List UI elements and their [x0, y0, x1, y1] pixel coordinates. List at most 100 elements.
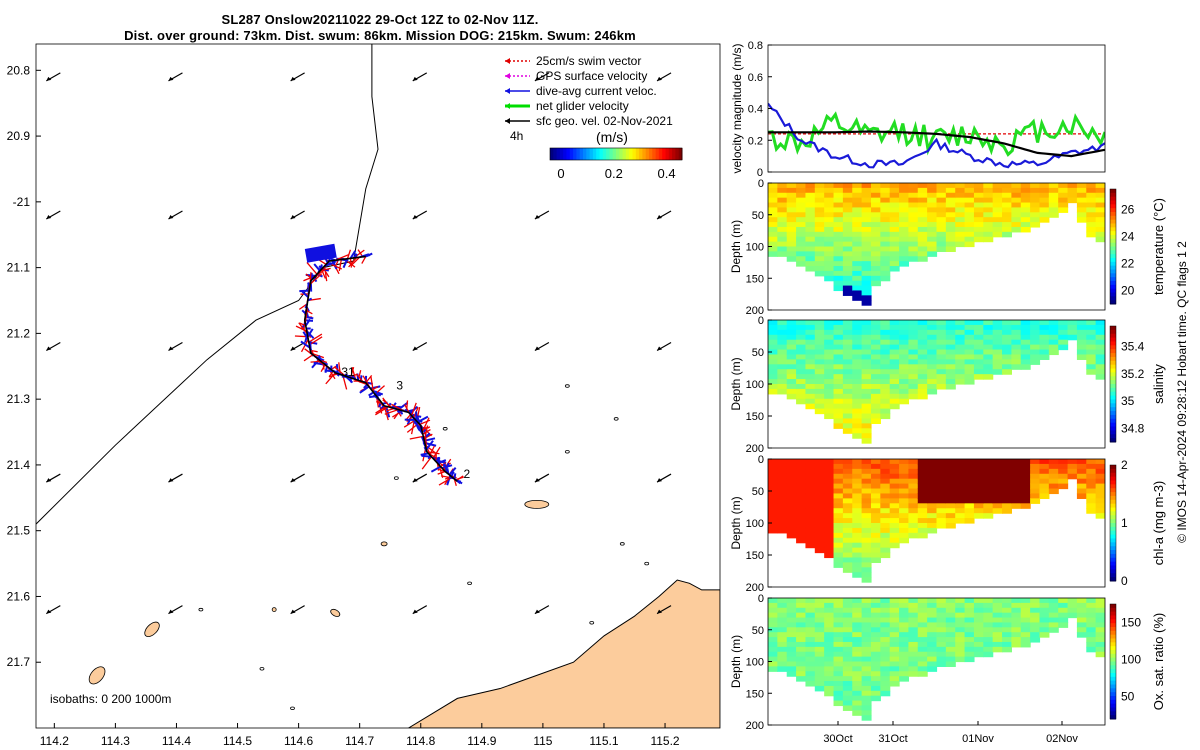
profile-cell — [842, 418, 853, 424]
profile-cell — [861, 671, 872, 677]
map-x-tick-label: 114.4 — [162, 734, 191, 748]
profile-cell — [824, 685, 835, 692]
profile-cell — [786, 661, 797, 667]
profile-cell — [870, 202, 881, 209]
profile-cell — [917, 503, 928, 509]
profile-cell — [880, 275, 891, 282]
profile-cell — [1030, 637, 1041, 643]
profile-cell — [917, 478, 928, 485]
profile-cell — [852, 632, 863, 638]
profile-cell — [1002, 637, 1012, 643]
profile-cell — [1048, 334, 1059, 341]
profile-cell — [889, 241, 900, 248]
profile-cell — [870, 222, 881, 228]
profile-cell — [861, 246, 872, 252]
profile-colorbar-swatch — [1110, 503, 1116, 509]
profile-cell — [824, 676, 835, 682]
profile-cell — [768, 483, 778, 490]
profile-cell — [1011, 478, 1022, 485]
profile-cell — [992, 369, 1003, 375]
profile-cell — [796, 241, 807, 248]
profile-colorbar-swatch — [1110, 376, 1116, 381]
legend-label: net glider velocity — [536, 99, 629, 113]
profile-cell — [796, 463, 807, 470]
profile-cell — [852, 329, 863, 336]
profile-cell — [861, 463, 872, 470]
profile-colorbar-swatch — [1110, 634, 1116, 639]
profile-cell — [1076, 192, 1087, 199]
profile-cell — [824, 523, 835, 529]
profile-cell — [936, 212, 947, 218]
profile-cell — [870, 537, 881, 544]
profile-cell — [870, 646, 881, 653]
profile-cell — [814, 320, 825, 326]
profile-cell — [852, 651, 863, 658]
track-label: 31 — [341, 365, 355, 379]
profile-cell — [1002, 217, 1012, 223]
profile-colorbar-swatch — [1110, 680, 1116, 685]
profile-cell — [852, 661, 863, 667]
velocity-y-tick-label: 0 — [757, 167, 763, 179]
profile-cell — [917, 607, 928, 614]
profile-cell — [936, 463, 947, 470]
profile-cell — [796, 483, 807, 490]
profile-colorbar-swatch — [1110, 353, 1116, 358]
profile-cell — [964, 339, 975, 346]
profile-cell — [805, 320, 816, 326]
profile-y-tick-label: 200 — [746, 720, 764, 732]
profile-cell — [805, 207, 816, 213]
profile-cell — [880, 671, 891, 677]
profile-cell — [861, 408, 872, 415]
profile-cell — [852, 532, 863, 539]
profile-cell — [814, 508, 825, 514]
profile-cell — [983, 646, 994, 653]
profile-cell — [1011, 320, 1022, 326]
profile-cell — [824, 344, 835, 351]
profile-cell — [1039, 329, 1050, 336]
profile-cell — [861, 329, 872, 336]
profile-cell — [908, 622, 919, 628]
colorbar-swatch — [639, 148, 643, 160]
profile-cell — [852, 557, 863, 563]
profile-cell — [861, 690, 872, 697]
profile-cell — [955, 183, 966, 189]
swim-vector — [456, 475, 464, 482]
profile-cell — [973, 617, 984, 624]
profile-cell — [777, 320, 788, 326]
profile-cell — [880, 217, 891, 223]
profile-cell — [917, 627, 928, 633]
profile-cell — [1020, 354, 1031, 360]
profile-cell — [1011, 334, 1022, 341]
profile-cell — [917, 320, 928, 326]
profile-cell — [917, 646, 928, 653]
profile-cell — [889, 187, 900, 194]
profile-cell — [786, 468, 797, 475]
reef — [259, 667, 265, 671]
profile-cell — [992, 183, 1003, 189]
profile-cell — [870, 388, 881, 395]
profile-cell — [899, 598, 910, 604]
profile-cell — [861, 598, 872, 604]
profile-cell — [852, 468, 863, 475]
profile-cell — [1086, 493, 1097, 499]
profile-cell — [1086, 488, 1097, 495]
profile-cell — [889, 646, 900, 653]
profile-cell — [861, 557, 872, 563]
profile-cell — [824, 192, 835, 199]
profile-cell — [889, 374, 900, 380]
profile-cell — [1011, 468, 1022, 475]
profile-cell — [908, 488, 919, 495]
profile-cell — [786, 473, 797, 480]
profile-cell — [1095, 632, 1105, 638]
map-y-tick-label: 21.2 — [7, 326, 31, 340]
profile-cell — [777, 354, 788, 360]
profile-cell — [833, 468, 844, 475]
profile-cell — [1058, 339, 1069, 346]
profile-cell — [861, 537, 872, 544]
profile-colorbar-tick-label: 100 — [1121, 653, 1141, 667]
profile-cell — [880, 256, 891, 262]
profile-cell — [1076, 459, 1087, 465]
profile-cell — [870, 612, 881, 619]
profile-cell — [983, 236, 994, 243]
dive-avg-current-vector — [363, 383, 369, 389]
